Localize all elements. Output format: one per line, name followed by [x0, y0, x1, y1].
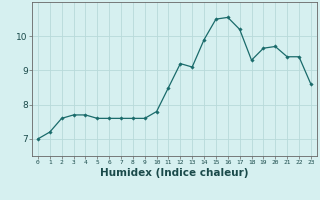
- X-axis label: Humidex (Indice chaleur): Humidex (Indice chaleur): [100, 168, 249, 178]
